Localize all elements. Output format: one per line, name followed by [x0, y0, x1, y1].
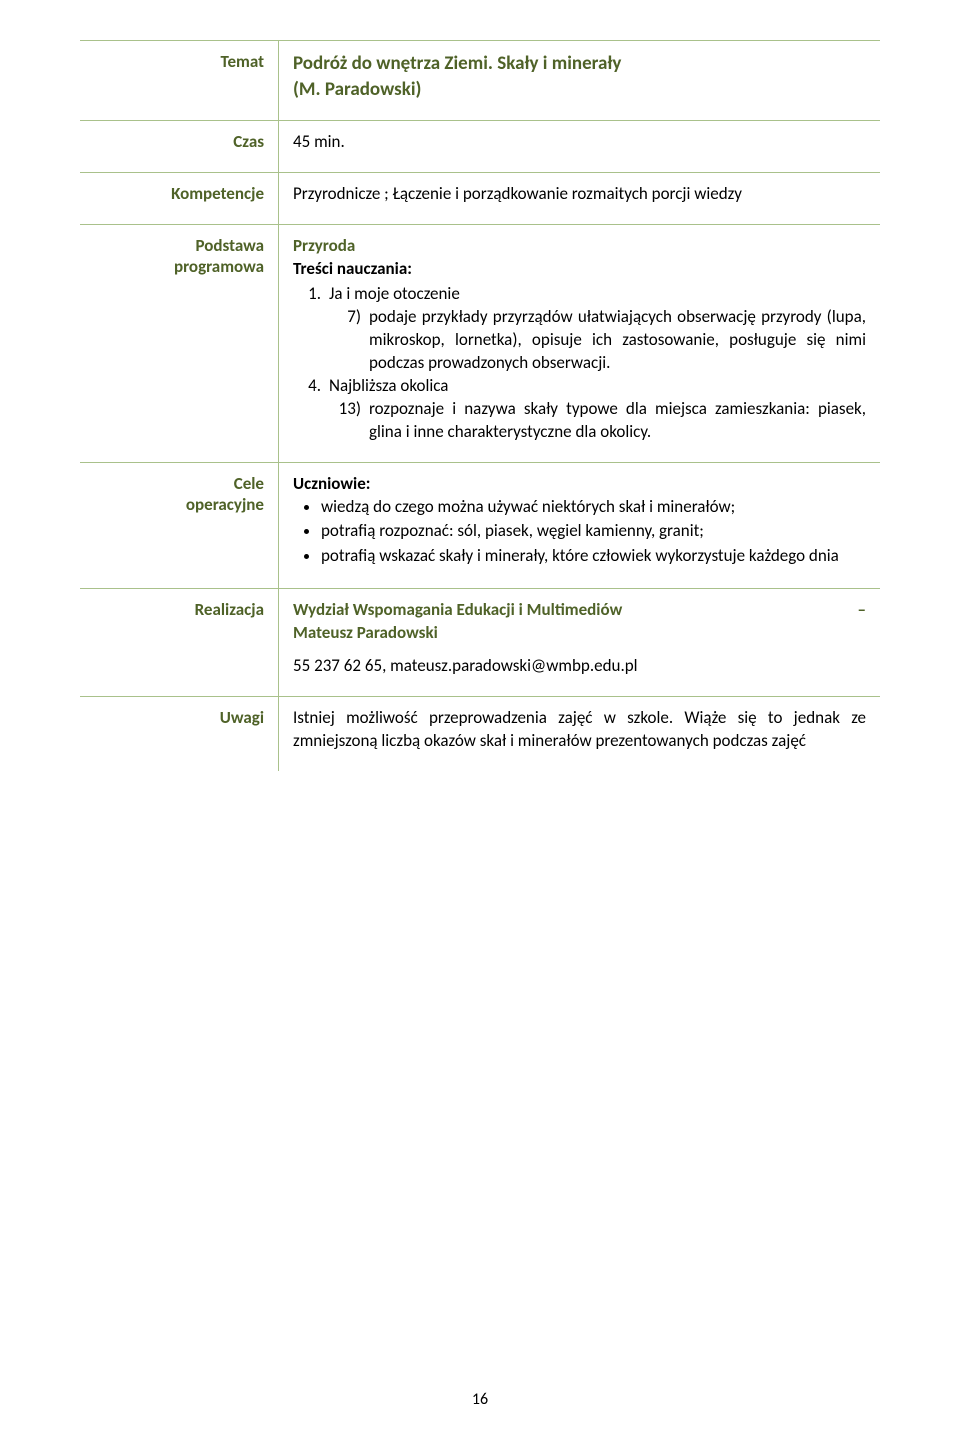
realizacja-line2: Mateusz Paradowski — [293, 622, 438, 643]
label-realizacja: Realizacja — [80, 589, 279, 697]
cele-bullet: wiedzą do czego można używać niektórych … — [321, 496, 866, 519]
podstawa-item2-sub-num: 13) — [329, 398, 369, 444]
cell-kompetencje: Przyrodnicze ; Łączenie i porządkowanie … — [279, 173, 881, 225]
label-kompetencje: Kompetencje — [80, 173, 279, 225]
podstawa-item1-title: Ja i moje otoczenie — [329, 283, 460, 304]
cell-czas: 45 min. — [279, 121, 881, 173]
label-podstawa: Podstawa programowa — [80, 225, 279, 462]
lesson-table: Temat Podróż do wnętrza Ziemi. Skały i m… — [80, 40, 880, 771]
label-czas: Czas — [80, 121, 279, 173]
podstawa-item2-sub-text: rozpoznaje i nazywa skały typowe dla mie… — [369, 398, 866, 444]
cell-uwagi: Istniej możliwość przeprowadzenia zajęć … — [279, 697, 881, 771]
podstawa-item1-sub-text: podaje przykłady przyrządów ułatwiającyc… — [369, 306, 866, 375]
label-cele: Cele operacyjne — [80, 462, 279, 589]
label-uwagi: Uwagi — [80, 697, 279, 771]
cell-realizacja: Wydział Wspomagania Edukacji i Multimedi… — [279, 589, 881, 697]
realizacja-dash: – — [858, 599, 866, 622]
label-cele-1: Cele — [234, 473, 264, 494]
label-podstawa-1: Podstawa — [196, 235, 265, 256]
realizacja-line1a: Wydział Wspomagania Edukacji i Multimedi… — [293, 599, 622, 622]
podstawa-heading2: Treści nauczania: — [293, 258, 412, 279]
cell-podstawa: Przyroda Treści nauczania: 1. Ja i moje … — [279, 225, 881, 462]
temat-title: Podróż do wnętrza Ziemi. Skały i minerał… — [293, 52, 621, 75]
label-cele-2: operacyjne — [186, 494, 264, 515]
cele-bullet: potrafią rozpoznać: sól, piasek, węgiel … — [321, 520, 866, 543]
cele-list: wiedzą do czego można używać niektórych … — [293, 496, 866, 569]
podstawa-item1-num: 1. — [293, 283, 329, 375]
podstawa-item2-title: Najbliższa okolica — [329, 375, 448, 396]
cell-temat: Podróż do wnętrza Ziemi. Skały i minerał… — [279, 41, 881, 121]
label-podstawa-2: programowa — [174, 256, 264, 277]
podstawa-item2-num: 4. — [293, 375, 329, 444]
cele-heading: Uczniowie: — [293, 473, 370, 494]
page-number: 16 — [0, 1390, 960, 1409]
podstawa-item1-sub-num: 7) — [329, 306, 369, 375]
cele-bullet: potrafią wskazać skały i minerały, które… — [321, 545, 866, 568]
podstawa-heading1: Przyroda — [293, 235, 355, 256]
page: Temat Podróż do wnętrza Ziemi. Skały i m… — [0, 0, 960, 1439]
realizacja-contact: 55 237 62 65, mateusz.paradowski@wmbp.ed… — [293, 655, 638, 676]
cell-cele: Uczniowie: wiedzą do czego można używać … — [279, 462, 881, 589]
label-temat: Temat — [80, 41, 279, 121]
temat-author: (M. Paradowski) — [293, 78, 421, 101]
